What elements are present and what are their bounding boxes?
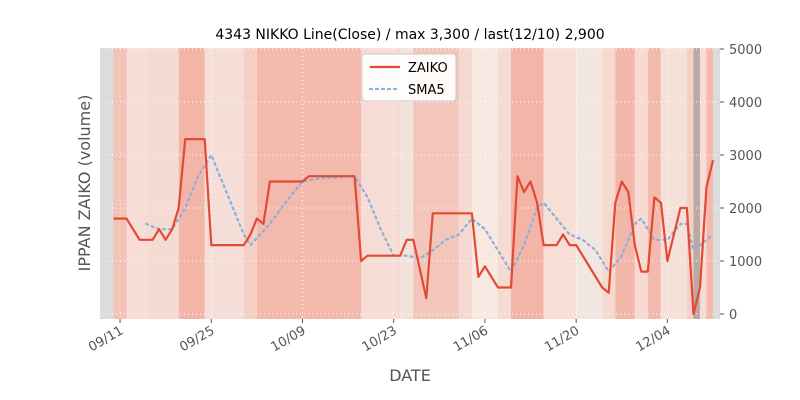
y-tick-label: 0 [729,308,737,323]
series-line-zaiko [113,138,715,316]
legend: ZAIKO SMA5 [361,53,457,102]
x-tick-label: 12/04 [633,323,673,355]
x-tick-label: 10/23 [360,323,400,355]
y-tick-label: 2000 [729,202,762,217]
series-layer [113,138,715,316]
background-band [100,48,114,319]
x-tick-label: 11/06 [451,323,491,355]
background-band [243,48,257,319]
background-band [400,48,414,319]
x-tick-label: 10/09 [269,323,309,355]
background-band [615,48,635,319]
x-axis-ticks: 09/11 09/25 10/09 10/23 11/06 11/20 12/04 [86,319,673,355]
y-axis-ticks: 0 1000 2000 3000 4000 5000 [720,43,762,323]
background-band [693,48,700,319]
x-tick-label: 09/25 [177,323,217,355]
background-band [686,48,694,319]
y-axis-label: IPPAN ZAIKO (volume) [75,95,94,272]
background-band [634,48,648,319]
background-band [146,48,179,319]
background-band [647,48,661,319]
series-line-sma5 [145,153,715,273]
background-band [660,48,687,319]
background-band [713,48,720,319]
background-band [576,48,603,319]
background-band [458,48,472,319]
background-band [256,48,349,319]
y-tick-label: 1000 [729,255,762,270]
y-tick-label: 4000 [729,96,762,111]
background-band [126,48,147,319]
x-axis-label: DATE [389,366,431,385]
legend-label-zaiko: ZAIKO [408,61,448,76]
x-tick-label: 11/20 [542,323,582,355]
y-tick-label: 5000 [729,43,762,58]
background-band [178,48,205,319]
legend-label-sma5: SMA5 [408,83,445,98]
background-band [204,48,244,319]
background-band [543,48,577,319]
background-band [497,48,511,319]
background-bands [100,48,720,319]
background-band [471,48,498,319]
chart-title: 4343 NIKKO Line(Close) / max 3,300 / las… [215,27,604,43]
legend-box [361,53,457,102]
x-tick-label: 09/11 [86,323,126,355]
background-band [699,48,707,319]
background-band [706,48,713,319]
background-band [511,48,544,319]
y-tick-label: 3000 [729,149,762,164]
background-band [113,48,127,319]
